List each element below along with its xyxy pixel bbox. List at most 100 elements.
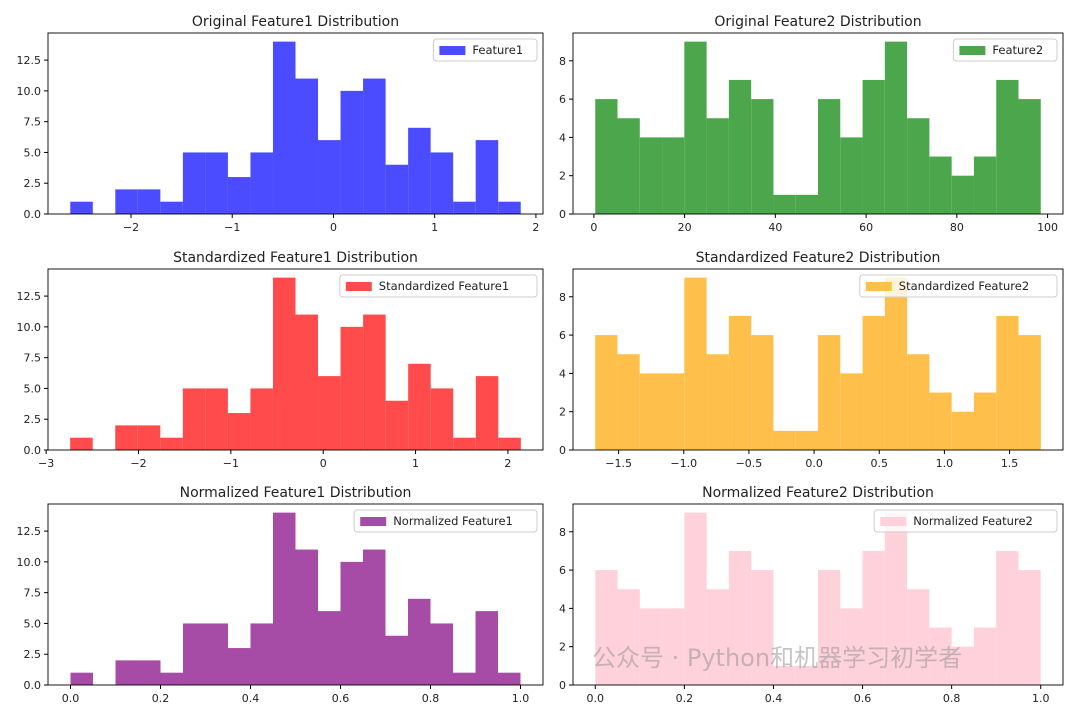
y-tick-label: 0 [559, 208, 566, 221]
x-tick-label: −3 [38, 457, 54, 470]
histogram-bar [907, 118, 930, 214]
histogram-bar [272, 277, 296, 450]
legend: Normalized Feature1 [353, 509, 538, 533]
histogram-bar [684, 512, 707, 685]
histogram-bar [862, 315, 885, 450]
y-tick-label: 4 [559, 131, 566, 144]
axes-frame [47, 268, 544, 451]
x-tick-label: 0.2 [152, 692, 170, 705]
x-tick-label: 0 [590, 221, 597, 234]
x-tick-label: −0.5 [736, 457, 763, 470]
histogram-bar [973, 156, 997, 214]
histogram-bar [70, 672, 93, 685]
legend-box [339, 274, 538, 298]
x-tick-label: 1 [431, 221, 438, 234]
x-tick-label: 0.4 [242, 692, 260, 705]
axes-frame [572, 32, 1064, 215]
legend-label: Standardized Feature1 [379, 279, 509, 293]
histogram-bar [115, 660, 138, 685]
histogram-bar [205, 152, 228, 214]
histogram-bar [250, 388, 273, 450]
legend-swatch [865, 282, 892, 291]
histogram-bar [115, 189, 138, 214]
y-tick-label: 0 [559, 679, 566, 692]
histogram-bar [973, 627, 997, 685]
histogram-bar [160, 672, 183, 685]
histogram-bar [318, 376, 341, 450]
x-tick-label: −1 [224, 221, 240, 234]
histogram-bar [137, 425, 161, 450]
histogram-bar [205, 388, 228, 450]
y-tick-label: 7.5 [24, 116, 42, 129]
histogram-bar [639, 373, 663, 450]
y-tick-label: 10.0 [17, 321, 42, 334]
histogram-bar [773, 665, 796, 685]
histogram-panel: 0.0 0.2 0.4 0.6 0.8 1.0 0 2 4 6 8 Normalized Featur… [559, 485, 1064, 705]
histogram-panel: 0.0 0.2 0.4 0.6 0.8 1.0 0.0 2.5 5.0 7.5 10.0 12.5 No… [17, 485, 544, 705]
y-tick-label: 2 [559, 641, 566, 654]
histogram-bar [884, 277, 908, 450]
histogram-bar [453, 201, 476, 214]
histogram-bar [408, 598, 431, 685]
histogram-bar [662, 608, 685, 685]
x-tick-label: −2 [123, 221, 139, 234]
y-tick-label: 12.5 [17, 54, 42, 67]
histogram-bar [385, 400, 409, 450]
histogram-bar [498, 437, 521, 450]
x-tick-label: 0.6 [332, 692, 350, 705]
histogram-bar [182, 152, 206, 214]
histogram-bar [929, 156, 952, 214]
histogram-bar [363, 549, 386, 685]
y-tick-label: 4 [559, 367, 566, 380]
histogram-bar [773, 194, 796, 214]
x-tick-label: −2 [130, 457, 146, 470]
x-tick-label: 0.4 [765, 692, 783, 705]
histogram-bar [250, 152, 273, 214]
histogram-bar [498, 201, 521, 214]
x-tick-label: 0.8 [422, 692, 440, 705]
histogram-bar [951, 175, 974, 214]
histogram-bar [728, 79, 752, 214]
histogram-bar [70, 201, 93, 214]
histogram-bar [751, 570, 774, 685]
histogram-bar [996, 79, 1019, 214]
histogram-bar [951, 646, 974, 685]
histogram-panel: −3 −2 −1 0 1 2 0.0 2.5 5.0 7.5 10.0 12.5 Standardize… [17, 250, 544, 470]
histogram-bar [385, 635, 408, 685]
histogram-bar [295, 314, 319, 450]
x-tick-label: 2 [532, 221, 539, 234]
legend: Normalized Feature2 [873, 509, 1058, 533]
y-tick-label: 5.0 [24, 382, 42, 395]
histogram-bar [818, 99, 841, 214]
histogram-bar [818, 570, 841, 685]
histogram-bar [205, 623, 228, 685]
histogram-bar [1018, 570, 1041, 685]
legend-swatch [439, 46, 466, 55]
legend-box [873, 509, 1058, 533]
histogram-bar [818, 335, 841, 450]
histogram-bar [250, 623, 273, 685]
histogram-bar [295, 549, 318, 685]
histogram-bar [318, 611, 341, 685]
histogram-bar [70, 437, 93, 450]
histogram-bar [183, 623, 206, 685]
legend: Standardized Feature1 [339, 274, 538, 298]
y-tick-label: 2.5 [24, 177, 42, 190]
y-tick-label: 5.0 [24, 146, 42, 159]
y-tick-label: 0.0 [24, 444, 42, 457]
histogram-bar [475, 140, 499, 214]
histogram-bar [272, 41, 296, 214]
x-tick-label: −1.0 [670, 457, 697, 470]
x-tick-label: 0.0 [587, 692, 605, 705]
histogram-bar [907, 354, 930, 450]
chart-title: Normalized Feature1 Distribution [180, 485, 412, 501]
legend-swatch [959, 46, 986, 55]
histogram-bar [840, 137, 863, 214]
histogram-bar [408, 363, 431, 450]
legend-swatch [345, 282, 372, 291]
histogram-bar [639, 608, 663, 685]
x-tick-label: 0.0 [62, 692, 80, 705]
legend-box [952, 38, 1058, 62]
y-tick-label: 6 [559, 564, 566, 577]
